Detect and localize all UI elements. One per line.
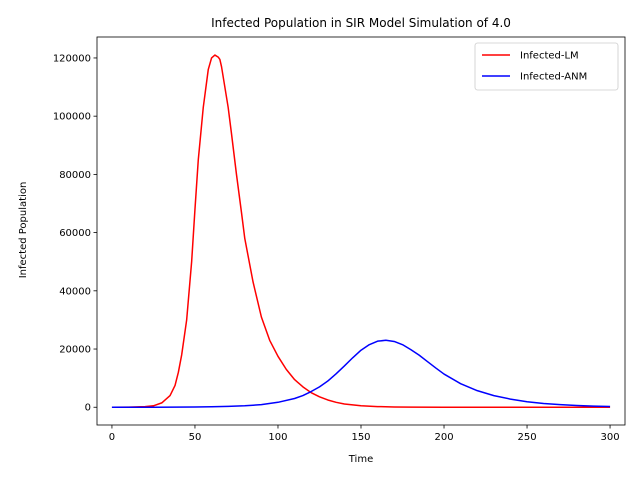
y-tick-label: 80000 xyxy=(59,170,91,181)
x-tick-label: 0 xyxy=(109,432,115,443)
y-axis: 0 20000 40000 60000 80000 100000 120000 xyxy=(53,53,97,414)
x-tick-label: 200 xyxy=(434,432,453,443)
legend-label: Infected-LM xyxy=(520,51,579,62)
x-tick-label: 100 xyxy=(268,432,287,443)
legend-label: Infected-ANM xyxy=(520,72,587,83)
series-line-infected-anm xyxy=(111,339,611,408)
series-line-infected-lm xyxy=(111,54,611,408)
x-axis-label: Time xyxy=(348,454,373,465)
x-axis: 0 50 100 150 200 250 300 xyxy=(109,425,620,443)
y-tick-label: 0 xyxy=(85,403,91,414)
x-tick-label: 300 xyxy=(601,432,620,443)
legend-box xyxy=(474,42,619,91)
y-tick-label: 100000 xyxy=(53,112,91,123)
y-tick-label: 60000 xyxy=(59,228,91,239)
plot-frame xyxy=(96,36,626,426)
y-axis-label: Infected Population xyxy=(18,182,29,279)
x-tick-label: 150 xyxy=(351,432,370,443)
y-tick-label: 120000 xyxy=(53,53,91,64)
x-tick-label: 250 xyxy=(517,432,536,443)
legend: Infected-LM Infected-ANM xyxy=(474,42,619,91)
y-tick-label: 40000 xyxy=(59,286,91,297)
chart-title: Infected Population in SIR Model Simulat… xyxy=(211,16,511,30)
x-tick-label: 50 xyxy=(189,432,202,443)
series-lines xyxy=(111,54,611,408)
y-tick-label: 20000 xyxy=(59,345,91,356)
